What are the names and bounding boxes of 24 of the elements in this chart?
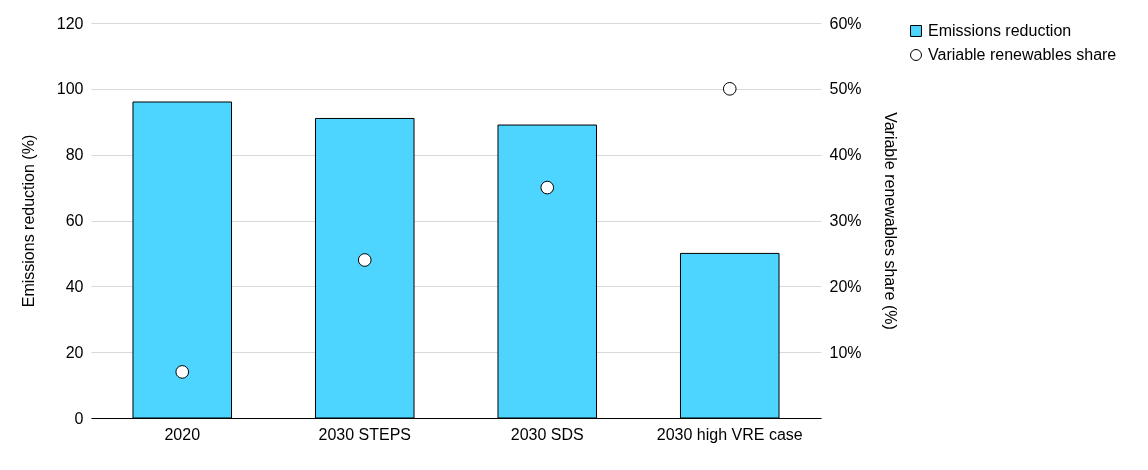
y-tick-label: 0 bbox=[74, 409, 84, 427]
x-tick-label: 2020 bbox=[164, 425, 201, 443]
y-tick-label: 40 bbox=[65, 277, 84, 295]
y2-tick-label: 50% bbox=[829, 80, 862, 98]
y-axis-title: Emissions reduction (%) bbox=[19, 134, 37, 308]
legend-label: Emissions reduction bbox=[928, 22, 1072, 39]
y2-tick-label: 60% bbox=[829, 14, 862, 32]
y2-tick-label: 10% bbox=[829, 343, 862, 361]
y-tick-label: 60 bbox=[65, 212, 84, 229]
x-tick-label: 2030 high VRE case bbox=[656, 425, 803, 443]
y2-axis-title: Variable renewables share (%) bbox=[881, 112, 899, 330]
y-tick-label: 100 bbox=[56, 80, 84, 98]
y2-tick-label: 20% bbox=[829, 277, 862, 295]
point bbox=[540, 180, 555, 195]
y-tick-label: 80 bbox=[65, 146, 84, 164]
x-tick-label: 2030 STEPS bbox=[318, 425, 411, 443]
y2-tick-label: 40% bbox=[829, 146, 862, 164]
x-tick-label: 2030 SDS bbox=[510, 425, 584, 443]
legend-label: Variable renewables share bbox=[928, 46, 1117, 63]
point bbox=[175, 365, 190, 379]
y2-tick-label: 30% bbox=[829, 212, 862, 229]
y-tick-label: 120 bbox=[56, 14, 84, 32]
y-tick-label: 20 bbox=[65, 343, 84, 361]
point bbox=[357, 253, 372, 267]
